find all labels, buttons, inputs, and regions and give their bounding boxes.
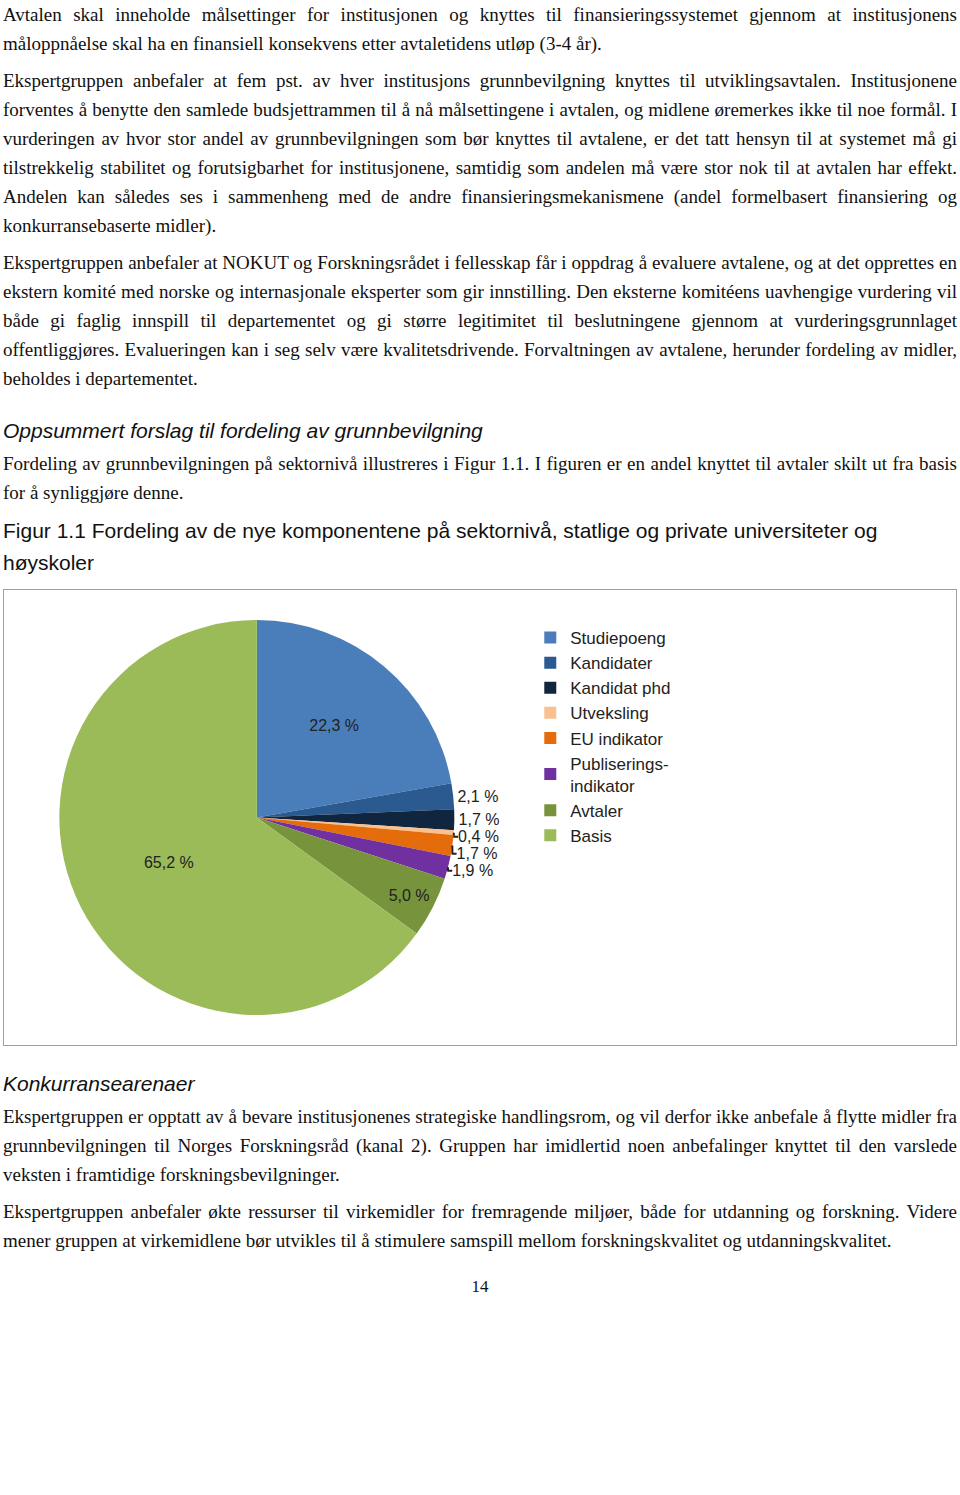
html-text:Ekspertgruppen er opptatt av å: Ekspertgruppen er opptatt av å bevare in… xyxy=(3,1106,957,1185)
html-text:Ekspertgruppen anbefaler at fe: Ekspertgruppen anbefaler at fem pst. av … xyxy=(3,70,957,236)
svg-text:Avtaler: Avtaler xyxy=(570,802,623,821)
svg-text:2,1 %: 2,1 % xyxy=(457,788,498,805)
svg-text:1,7 %: 1,7 % xyxy=(459,811,500,828)
svg-text:Studiepoeng: Studiepoeng xyxy=(570,629,665,648)
html-text:Oppsummert forslag til fordeli: Oppsummert forslag til fordeling av grun… xyxy=(3,419,483,442)
html-text:Ekspertgruppen anbefaler at NO: Ekspertgruppen anbefaler at NOKUT og For… xyxy=(3,252,957,389)
svg-text:65,2 %: 65,2 % xyxy=(144,854,194,871)
svg-text:EU indikator: EU indikator xyxy=(570,730,663,749)
html-text:Ekspertgruppen anbefaler økte: Ekspertgruppen anbefaler økte ressurser … xyxy=(3,1201,957,1251)
svg-text:22,3 %: 22,3 % xyxy=(309,717,359,734)
svg-text:1,9 %: 1,9 % xyxy=(452,862,493,879)
svg-text:0,4 %: 0,4 % xyxy=(458,828,499,845)
svg-text:5,0 %: 5,0 % xyxy=(389,887,430,904)
svg-text:Utveksling: Utveksling xyxy=(570,704,648,723)
html-text:Konkurransearenaer: Konkurransearenaer xyxy=(3,1072,195,1095)
svg-text:Basis: Basis xyxy=(570,827,612,846)
html-text:Fordeling av grunnbevilgningen: Fordeling av grunnbevilgningen på sektor… xyxy=(3,453,957,503)
svg-text:Publiserings-indikator: Publiserings-indikator xyxy=(570,755,668,796)
html-text:14: 14 xyxy=(471,1277,489,1296)
svg-text:Kandidater: Kandidater xyxy=(570,654,653,673)
svg-text:Kandidat phd: Kandidat phd xyxy=(570,679,670,698)
html-text:Avtalen skal inneholde målsett: Avtalen skal inneholde målsettinger for … xyxy=(3,4,957,54)
html-text:Figur 1.1 Fordeling av de nye: Figur 1.1 Fordeling av de nye komponente… xyxy=(3,519,878,574)
svg-text:1,7 %: 1,7 % xyxy=(457,845,498,862)
